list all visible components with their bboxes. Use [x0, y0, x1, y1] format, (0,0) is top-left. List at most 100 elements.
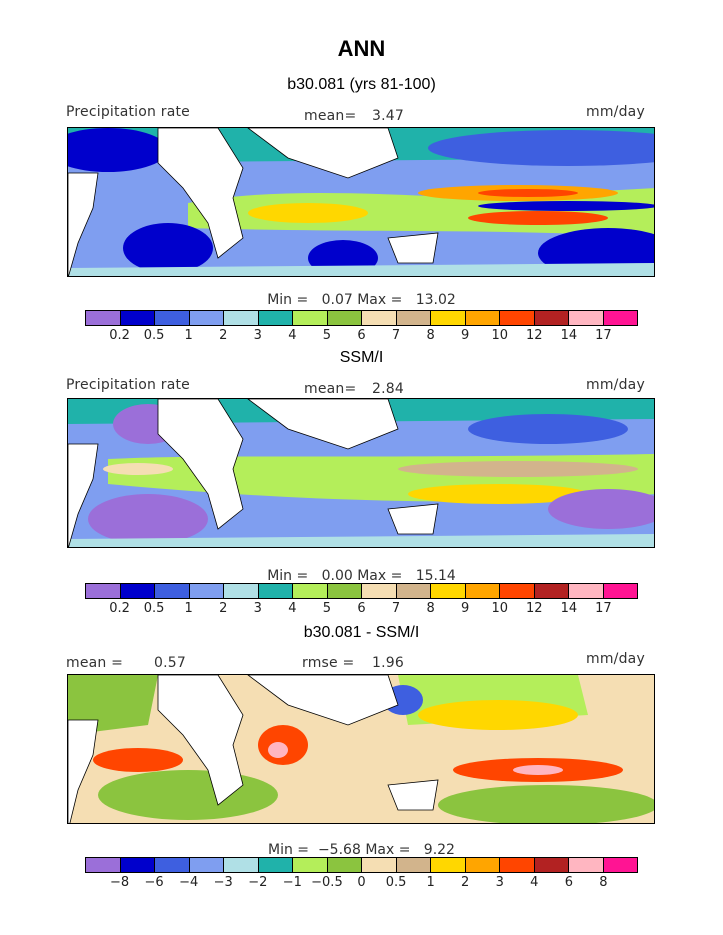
colorbar-tick-label: 4	[288, 328, 297, 343]
panel-3-max-label: Max =	[365, 842, 411, 858]
panel-2-minmax: Min = 0.00 Max = 15.14	[0, 568, 723, 584]
panel-3-mean-value: 0.57	[154, 655, 186, 671]
panel-3-map	[67, 674, 655, 824]
panel-2-min-value: 0.00	[321, 568, 353, 584]
panel-1-title: b30.081 (yrs 81-100)	[287, 76, 436, 93]
colorbar-tick-label: 7	[391, 601, 401, 616]
south-atlantic-dry	[123, 223, 213, 273]
panel-2-max-label: Max =	[357, 568, 403, 584]
pacific-north-dry	[468, 414, 628, 444]
colorbar-swatch	[224, 311, 259, 325]
panel-3-min-label: Min =	[268, 842, 310, 858]
asia-landmass	[247, 675, 399, 726]
colorbar-tick-label: 8	[599, 875, 608, 890]
colorbar-tick-label: 1	[184, 601, 193, 616]
panel-1-mean-value: 3.47	[372, 108, 404, 124]
colorbar-swatch	[362, 311, 397, 325]
south-america-landmass	[68, 443, 99, 547]
panel-1-colorbar-labels: 0.2 0.5 1 2 3 4 5 6 7 8 9 10 12 14 17	[85, 328, 638, 344]
colorbar-swatch	[534, 311, 569, 325]
colorbar-swatch	[362, 584, 397, 598]
colorbar-swatch	[500, 584, 535, 598]
colorbar-swatch	[155, 584, 190, 598]
panel-2-title: SSM/I	[339, 349, 384, 366]
indian-positive-core	[268, 742, 288, 758]
panel-1-max-value: 13.02	[415, 292, 456, 308]
colorbar-swatch	[396, 584, 431, 598]
panel-2-colorbar	[85, 583, 638, 599]
colorbar-tick-label: 2	[461, 875, 470, 890]
colorbar-swatch	[569, 584, 604, 598]
panel-3-mean-label: mean =	[66, 655, 124, 671]
colorbar-tick-label: −0.5	[311, 875, 343, 890]
colorbar-swatch	[86, 584, 121, 598]
panel-1-map	[67, 127, 655, 277]
colorbar-tick-label: 0.2	[109, 328, 130, 343]
colorbar-tick-label: −4	[179, 875, 199, 890]
colorbar-tick-label: 0	[357, 875, 366, 890]
panel-3-max-value: 9.22	[423, 842, 455, 858]
colorbar-tick-label: 9	[461, 328, 470, 343]
colorbar-swatch	[431, 584, 466, 598]
panel-1-units: mm/day	[586, 104, 645, 120]
colorbar-swatch	[534, 584, 569, 598]
colorbar-tick-label: 8	[426, 328, 435, 343]
africa-landmass	[157, 128, 244, 259]
africa-landmass	[157, 675, 244, 806]
colorbar-swatch	[189, 311, 224, 325]
panel-3-units: mm/day	[586, 651, 645, 667]
colorbar-swatch	[120, 858, 155, 872]
colorbar-tick-label: 6	[357, 328, 366, 343]
colorbar-tick-label: 17	[595, 328, 612, 343]
atlantic-dry-zone	[68, 128, 168, 172]
colorbar-tick-label: 10	[491, 328, 509, 343]
panel-2-max-value: 15.14	[415, 568, 456, 584]
colorbar-swatch	[155, 858, 190, 872]
atlantic-positive	[93, 748, 183, 772]
pacific-north-dry	[428, 130, 654, 166]
colorbar-swatch	[86, 311, 121, 325]
panel-3-minmax: Min = −5.68 Max = 9.22	[0, 842, 723, 858]
australia-landmass	[387, 503, 439, 535]
south-pacific-diff	[438, 785, 654, 823]
colorbar-tick-label: 0.5	[385, 875, 407, 890]
panel-1-min-label: Min =	[267, 292, 309, 308]
panel-2-colorbar-labels: 0.2 0.5 1 2 3 4 5 6 7 8 9 10 12 14 17	[85, 601, 638, 617]
colorbar-swatch	[189, 858, 224, 872]
pacific-itcz-core	[478, 189, 578, 197]
panel-2-mean-value: 2.84	[372, 381, 404, 397]
colorbar-swatch	[465, 584, 500, 598]
panel-1-min-value: 0.07	[321, 292, 353, 308]
colorbar-swatch	[120, 311, 155, 325]
panel-1-variable: Precipitation rate	[66, 104, 190, 120]
equatorial-dry-tongue	[478, 201, 654, 211]
australia-landmass	[387, 232, 439, 264]
colorbar-swatch	[86, 858, 121, 872]
panel-3-min-value: −5.68	[317, 842, 361, 858]
colorbar-swatch	[569, 311, 604, 325]
colorbar-tick-label: −8	[109, 875, 130, 890]
colorbar-tick-label: 9	[461, 601, 470, 616]
colorbar-swatch	[120, 584, 155, 598]
panel-2-variable: Precipitation rate	[66, 377, 190, 393]
colorbar-swatch	[603, 311, 637, 325]
south-atlantic-diff	[98, 770, 278, 820]
colorbar-tick-label: 3	[253, 601, 262, 616]
panel-1-colorbar	[85, 310, 638, 326]
colorbar-tick-label: 2	[219, 328, 228, 343]
colorbar-swatch	[224, 584, 259, 598]
colorbar-swatch	[362, 858, 397, 872]
panel-2-min-label: Min =	[267, 568, 309, 584]
colorbar-tick-label: −3	[213, 875, 233, 890]
africa-landmass	[157, 399, 244, 530]
colorbar-tick-label: 0.5	[143, 601, 165, 616]
colorbar-tick-label: 0.2	[109, 601, 130, 616]
colorbar-tick-label: −6	[144, 875, 164, 890]
colorbar-swatch	[500, 858, 535, 872]
southern-band	[68, 263, 654, 276]
colorbar-swatch	[327, 584, 362, 598]
colorbar-tick-label: 4	[288, 601, 297, 616]
colorbar-swatch	[500, 311, 535, 325]
spcz	[468, 211, 608, 225]
colorbar-swatch	[396, 311, 431, 325]
